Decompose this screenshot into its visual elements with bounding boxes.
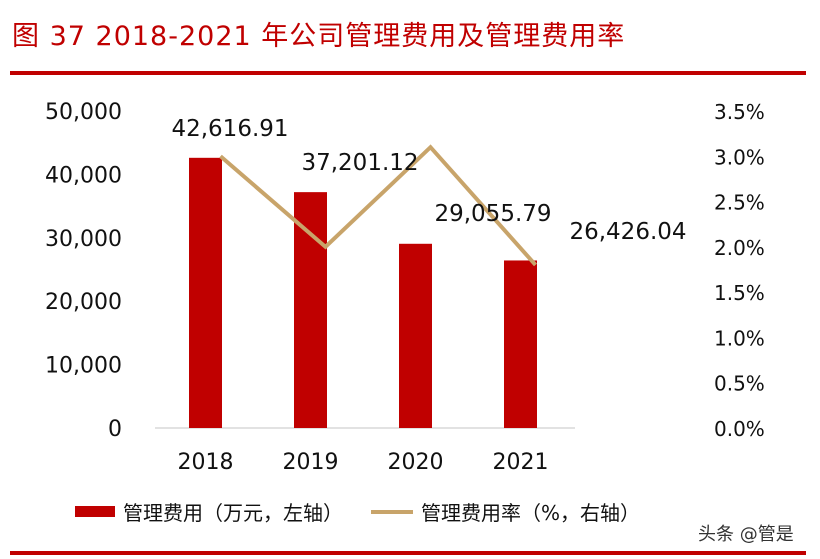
bar-2021	[504, 260, 537, 428]
bar-data-label: 26,426.04	[569, 219, 686, 245]
bar-data-label: 42,616.91	[171, 116, 288, 142]
bottom-rule	[10, 551, 806, 555]
plot-area: 0 10,000 20,000 30,000 40,000 50,000 0.0% 0.5% 1…	[45, 100, 765, 475]
right-axis-tick-label: 2.5%	[714, 191, 765, 215]
right-axis-tick-label: 0.0%	[714, 417, 765, 441]
legend-bar-swatch	[75, 506, 115, 517]
bar-2019	[294, 192, 327, 428]
x-axis-tick-label: 2019	[283, 450, 339, 475]
legend-bar-label: 管理费用（万元，左轴）	[123, 501, 343, 525]
left-axis-tick-label: 0	[108, 417, 122, 442]
left-axis-tick-label: 40,000	[45, 163, 122, 188]
right-axis-tick-label: 1.5%	[714, 281, 765, 305]
x-axis-tick-label: 2020	[388, 450, 444, 475]
bar-data-label: 37,201.12	[301, 150, 418, 176]
bar-2018	[189, 157, 222, 429]
right-axis-tick-label: 0.5%	[714, 372, 765, 396]
left-axis-tick-label: 50,000	[45, 100, 122, 125]
x-axis-tick-label: 2021	[493, 450, 549, 475]
right-axis-tick-label: 1.0%	[714, 326, 765, 350]
left-axis-tick-label: 10,000	[45, 354, 122, 379]
title-rule	[10, 71, 806, 75]
left-axis-tick-label: 20,000	[45, 290, 122, 315]
right-axis-tick-label: 3.5%	[714, 100, 765, 124]
legend-line-label: 管理费用率（%，右轴）	[421, 501, 641, 525]
bar-data-label: 29,055.79	[434, 201, 551, 227]
chart-title: 图 37 2018-2021 年公司管理费用及管理费用率	[12, 21, 626, 52]
legend: 管理费用（万元，左轴） 管理费用率（%，右轴）	[75, 497, 640, 526]
right-axis-tick-label: 2.0%	[714, 236, 765, 260]
watermark: 头条 @管是	[698, 524, 794, 545]
legend-line-swatch	[371, 509, 413, 514]
rate-line	[219, 144, 537, 267]
bar-2020	[399, 243, 432, 428]
right-axis-tick-label: 3.0%	[714, 145, 765, 169]
x-axis-tick-label: 2018	[178, 450, 234, 475]
left-axis-tick-label: 30,000	[45, 227, 122, 252]
